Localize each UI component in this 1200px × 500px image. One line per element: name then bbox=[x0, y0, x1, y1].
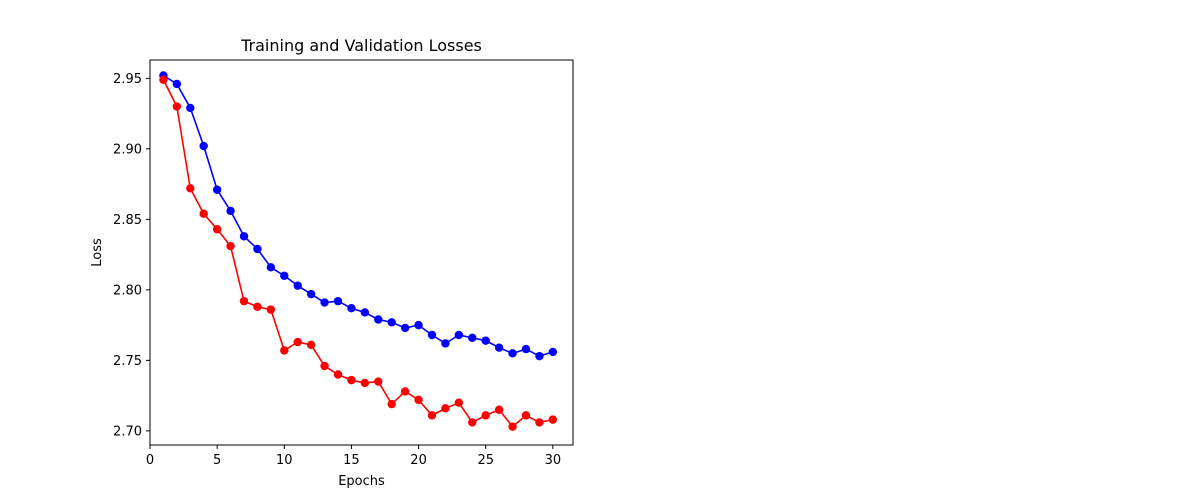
series-1-line bbox=[162, 79, 554, 428]
y-tick-label-2: 2.80 bbox=[113, 283, 142, 298]
series-0-point-28 bbox=[521, 344, 531, 354]
x-axis-label: Epochs bbox=[338, 474, 385, 489]
series-0-point-12 bbox=[306, 289, 316, 299]
series-0-line bbox=[163, 74, 554, 357]
series-1-point-16 bbox=[360, 378, 370, 388]
series-0-point-11 bbox=[293, 281, 302, 290]
series-0-point-15 bbox=[347, 304, 356, 313]
series-0-point-30 bbox=[548, 347, 558, 357]
series-1-point-30 bbox=[548, 415, 558, 424]
series-0-point-6 bbox=[226, 206, 235, 216]
series-0-point-25 bbox=[481, 336, 490, 345]
series-1-point-5 bbox=[212, 225, 222, 234]
series-1-point-23 bbox=[454, 398, 464, 407]
series-0-point-9 bbox=[266, 263, 276, 272]
series-1-point-29 bbox=[535, 418, 544, 427]
series-0-point-23 bbox=[454, 330, 464, 340]
series-1-point-26 bbox=[494, 405, 504, 414]
series-1-point-24 bbox=[468, 418, 477, 427]
y-tick-label-3: 2.85 bbox=[113, 213, 142, 228]
series-1-point-8 bbox=[253, 302, 262, 311]
series-0-point-19 bbox=[400, 323, 410, 333]
x-tick-label-6: 30 bbox=[545, 453, 562, 468]
series-0-point-4 bbox=[199, 141, 208, 151]
series-1-point-14 bbox=[333, 370, 343, 379]
series-1-point-21 bbox=[427, 411, 437, 420]
series-0-point-22 bbox=[441, 339, 450, 348]
series-1-point-10 bbox=[280, 346, 289, 355]
x-tick-label-4: 20 bbox=[410, 453, 427, 468]
series-1-point-13 bbox=[320, 361, 329, 371]
series-1-point-7 bbox=[239, 296, 249, 306]
series-0-point-21 bbox=[427, 330, 437, 340]
series-1-point-27 bbox=[508, 422, 517, 431]
x-tick-label-2: 10 bbox=[276, 453, 293, 468]
series-1-point-28 bbox=[521, 411, 531, 420]
series-0-point-29 bbox=[535, 351, 544, 361]
series-1-point-22 bbox=[441, 404, 450, 413]
series-1-point-18 bbox=[387, 399, 396, 409]
series-0-point-27 bbox=[508, 349, 517, 358]
series-1-point-15 bbox=[347, 375, 356, 385]
x-tick-label-5: 25 bbox=[477, 453, 494, 468]
series-0-point-16 bbox=[360, 308, 370, 317]
series-0-point-5 bbox=[212, 185, 222, 194]
series-1-point-3 bbox=[186, 184, 195, 193]
series-0-point-3 bbox=[186, 103, 195, 113]
series-0-point-17 bbox=[374, 315, 383, 324]
chart-title: Training and Validation Losses bbox=[240, 36, 482, 55]
y-axis-label: Loss bbox=[90, 238, 105, 267]
series-1-point-19 bbox=[400, 387, 410, 396]
series-1-point-17 bbox=[374, 377, 383, 386]
plot-frame bbox=[149, 59, 574, 446]
series-0-point-24 bbox=[468, 333, 477, 343]
series-0-point-2 bbox=[172, 79, 182, 89]
series-0-point-18 bbox=[387, 318, 396, 327]
series-0-point-14 bbox=[333, 296, 343, 306]
series-0-point-7 bbox=[239, 232, 249, 241]
x-tick-label-3: 15 bbox=[343, 453, 360, 468]
series-0-point-13 bbox=[320, 298, 329, 307]
series-1-point-11 bbox=[293, 337, 302, 347]
y-tick-label-1: 2.75 bbox=[113, 354, 142, 369]
y-tick-label-0: 2.70 bbox=[113, 424, 142, 439]
series-0-point-20 bbox=[414, 320, 423, 330]
x-tick-label-0: 0 bbox=[146, 453, 154, 468]
series-0-point-26 bbox=[494, 343, 504, 352]
y-tick-label-4: 2.90 bbox=[113, 142, 142, 157]
series-1-point-9 bbox=[266, 305, 276, 314]
series-1-point-12 bbox=[306, 340, 316, 350]
y-tick-label-5: 2.95 bbox=[113, 72, 142, 87]
series-1-point-1 bbox=[159, 75, 168, 84]
series-1-point-2 bbox=[172, 102, 182, 111]
series-1-point-4 bbox=[199, 209, 208, 218]
series-1-point-6 bbox=[226, 241, 235, 251]
series-1-point-25 bbox=[481, 411, 490, 420]
series-1-point-20 bbox=[414, 395, 423, 405]
x-tick-label-1: 5 bbox=[213, 453, 221, 468]
series-0-point-8 bbox=[253, 244, 262, 254]
series-0-point-10 bbox=[280, 271, 289, 280]
